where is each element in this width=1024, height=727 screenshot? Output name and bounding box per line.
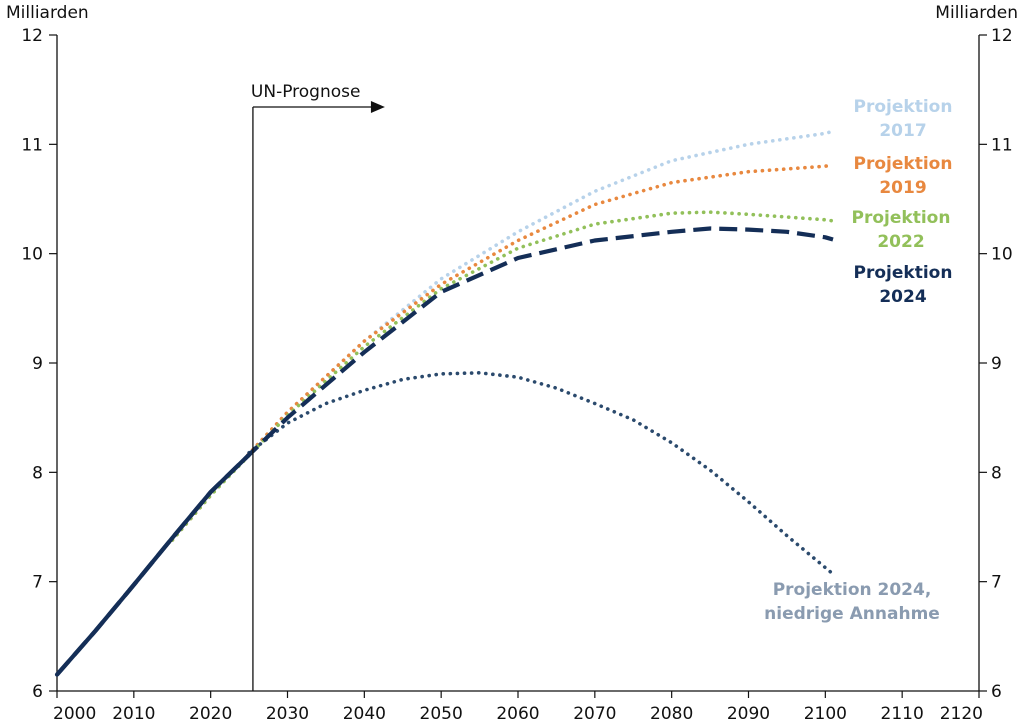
series-label-line: niedrige Annahme (764, 604, 940, 624)
x-tick-label: 2050 (420, 704, 463, 724)
x-tick-label: 2000 (53, 704, 96, 724)
series-label-line: Projektion (854, 263, 953, 283)
y-tick-label-right: 9 (991, 354, 1002, 374)
series-label-1: Projektion 2019 (854, 154, 953, 198)
x-tick-label: 2080 (650, 704, 693, 724)
y-tick-label-left: 12 (21, 26, 43, 46)
series-labels: Projektion 2017 Projektion 2019 Projektion 20… (764, 97, 952, 624)
forecast-arrow-head (370, 101, 385, 113)
x-tick-label: 2060 (496, 704, 539, 724)
y-tick-label-left: 6 (32, 682, 43, 702)
x-tick-label: 2010 (112, 704, 155, 724)
y-tick-label-right: 7 (991, 573, 1002, 593)
y-unit-right: Milliarden (935, 3, 1018, 23)
y-tick-label-right: 8 (991, 463, 1002, 483)
series-label-line: 2019 (879, 178, 926, 198)
x-tick-label: 2120 (940, 704, 983, 724)
y-tick-label-left: 10 (21, 245, 43, 265)
series-label-line: Projektion 2024, (773, 580, 932, 600)
x-tick-label: 2030 (266, 704, 309, 724)
y-tick-label-left: 7 (32, 573, 43, 593)
series-label-3: Projektion 2024 (854, 263, 953, 307)
series-line-3 (55, 226, 834, 676)
y-tick-label-right: 12 (991, 26, 1013, 46)
historical-line (54, 452, 252, 677)
series-label-4: Projektion 2024, niedrige Annahme (764, 580, 940, 624)
series-line-1 (170, 163, 835, 542)
axes: 6 6 7 7 8 8 9 9 10 10 11 11 12 12 2000 2010 2020 2030 2040… (21, 26, 1012, 724)
series-line-0 (170, 129, 835, 542)
series-label-line: Projektion (852, 208, 951, 228)
y-tick-label-right: 11 (991, 135, 1013, 155)
forecast-annotation: UN-Prognose (251, 82, 385, 691)
x-tick-label: 2090 (727, 704, 770, 724)
x-tick-label: 2110 (881, 704, 924, 724)
series-label-line: 2017 (879, 121, 926, 141)
x-tick-label: 2070 (573, 704, 616, 724)
series-label-line: 2024 (879, 287, 926, 307)
y-tick-label-left: 11 (21, 135, 43, 155)
series-lines (54, 129, 835, 677)
series-label-line: Projektion (854, 97, 953, 117)
y-tick-label-right: 6 (991, 682, 1002, 702)
y-tick-label-left: 8 (32, 463, 43, 483)
series-label-2: Projektion 2022 (852, 208, 951, 252)
series-line-2 (170, 210, 835, 542)
x-tick-label: 2100 (804, 704, 847, 724)
x-tick-label: 2040 (343, 704, 386, 724)
series-label-line: 2022 (877, 232, 924, 252)
series-label-0: Projektion 2017 (854, 97, 953, 141)
x-tick-label: 2020 (189, 704, 232, 724)
y-tick-label-right: 10 (991, 245, 1013, 265)
series-line-4 (247, 371, 835, 576)
series-label-line: Projektion (854, 154, 953, 174)
y-tick-label-left: 9 (32, 354, 43, 374)
forecast-label: UN-Prognose (251, 82, 361, 102)
y-unit-left: Milliarden (6, 3, 89, 23)
